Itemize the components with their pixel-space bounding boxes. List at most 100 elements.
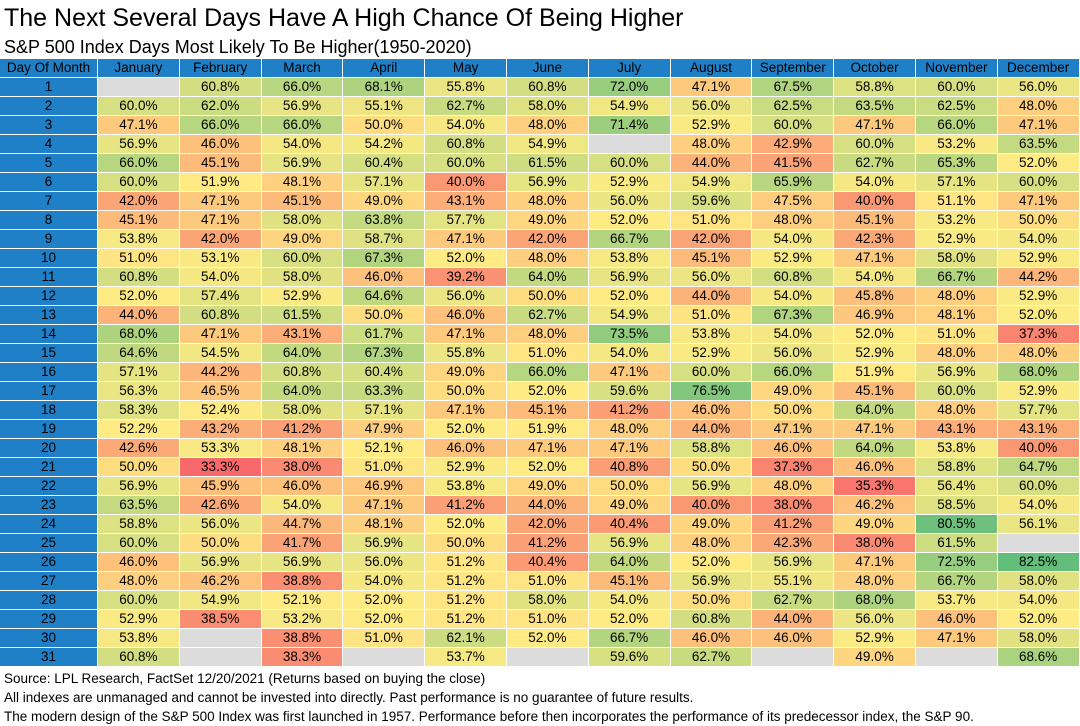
day-label-14: 14 <box>0 325 98 344</box>
heatmap-cell-august-24: 49.0% <box>670 515 753 534</box>
heatmap-cell-september-15: 56.0% <box>752 344 835 363</box>
heatmap-cell-october-10: 47.1% <box>834 249 916 268</box>
day-label-22: 22 <box>0 477 98 496</box>
heatmap-cell-july-9: 66.7% <box>588 230 671 249</box>
heatmap-cell-may-1: 55.8% <box>425 78 507 97</box>
heatmap-cell-march-20: 48.1% <box>261 439 344 458</box>
heatmap-cell-december-24: 56.1% <box>997 515 1080 534</box>
heatmap-cell-september-17: 49.0% <box>752 382 835 401</box>
heatmap-cell-december-20: 40.0% <box>997 439 1080 458</box>
heatmap-cell-march-6: 48.1% <box>261 173 344 192</box>
heatmap-cell-january-15: 64.6% <box>98 344 180 363</box>
heatmap-cell-october-19: 47.1% <box>834 420 916 439</box>
heatmap-cell-december-22: 60.0% <box>997 477 1080 496</box>
heatmap-cell-october-14: 52.0% <box>834 325 916 344</box>
heatmap-cell-february-26: 56.9% <box>179 553 262 572</box>
heatmap-cell-july-5: 60.0% <box>588 154 671 173</box>
day-label-4: 4 <box>0 135 98 154</box>
heatmap-cell-january-22: 56.9% <box>98 477 180 496</box>
heatmap-cell-february-25: 50.0% <box>179 534 262 553</box>
heatmap-cell-august-3: 52.9% <box>670 116 753 135</box>
heatmap-cell-november-18: 48.0% <box>915 401 998 420</box>
heatmap-cell-june-24: 42.0% <box>506 515 589 534</box>
heatmap-cell-december-26: 82.5% <box>997 553 1080 572</box>
heatmap-cell-july-27: 45.1% <box>588 572 671 591</box>
heatmap-cell-june-12: 50.0% <box>506 287 589 306</box>
heatmap-cell-december-23: 54.0% <box>997 496 1080 515</box>
heatmap-cell-may-23: 41.2% <box>425 496 507 515</box>
heatmap-cell-february-8: 47.1% <box>179 211 262 230</box>
heatmap-cell-october-11: 54.0% <box>834 268 916 287</box>
heatmap-cell-march-24: 44.7% <box>261 515 344 534</box>
heatmap-cell-june-4: 54.9% <box>506 135 589 154</box>
chart-subtitle: S&P 500 Index Days Most Likely To Be Hig… <box>4 37 472 57</box>
heatmap-cell-may-13: 46.0% <box>425 306 507 325</box>
heatmap-cell-december-17: 52.9% <box>997 382 1080 401</box>
heatmap-cell-august-14: 53.8% <box>670 325 753 344</box>
heatmap-cell-april-25: 56.9% <box>343 534 426 553</box>
heatmap-cell-december-6: 60.0% <box>997 173 1080 192</box>
day-label-12: 12 <box>0 287 98 306</box>
heatmap-cell-september-4: 42.9% <box>752 135 835 154</box>
heatmap-cell-may-17: 50.0% <box>425 382 507 401</box>
heatmap-cell-october-23: 46.2% <box>834 496 916 515</box>
heatmap-cell-july-30: 66.7% <box>588 629 671 648</box>
heatmap-cell-september-26: 56.9% <box>752 553 835 572</box>
heatmap-cell-august-26: 52.0% <box>670 553 753 572</box>
heatmap-cell-january-16: 57.1% <box>98 363 180 382</box>
day-label-10: 10 <box>0 249 98 268</box>
day-label-3: 3 <box>0 116 98 135</box>
heatmap-cell-march-9: 49.0% <box>261 230 344 249</box>
heatmap-cell-september-27: 55.1% <box>752 572 835 591</box>
heatmap-cell-april-12: 64.6% <box>343 287 426 306</box>
heatmap-cell-july-24: 40.4% <box>588 515 671 534</box>
heatmap-cell-june-3: 48.0% <box>506 116 589 135</box>
heatmap-cell-january-19: 52.2% <box>98 420 180 439</box>
heatmap-cell-july-2: 54.9% <box>588 97 671 116</box>
heatmap-cell-october-30: 52.9% <box>834 629 916 648</box>
heatmap-cell-october-6: 54.0% <box>834 173 916 192</box>
heatmap-cell-february-24: 56.0% <box>179 515 262 534</box>
heatmap-cell-december-10: 52.9% <box>997 249 1080 268</box>
heatmap-cell-august-6: 54.9% <box>670 173 753 192</box>
heatmap-cell-may-15: 55.8% <box>425 344 507 363</box>
heatmap-cell-april-28: 52.0% <box>343 591 426 610</box>
heatmap-cell-december-16: 68.0% <box>997 363 1080 382</box>
heatmap-cell-january-17: 56.3% <box>98 382 180 401</box>
heatmap-cell-december-3: 47.1% <box>997 116 1080 135</box>
heatmap-cell-january-18: 58.3% <box>98 401 180 420</box>
heatmap-cell-april-11: 46.0% <box>343 268 426 287</box>
heatmap-cell-april-6: 57.1% <box>343 173 426 192</box>
heatmap-cell-june-15: 51.0% <box>506 344 589 363</box>
heatmap-cell-may-22: 53.8% <box>425 477 507 496</box>
heatmap-cell-january-26: 46.0% <box>98 553 180 572</box>
heatmap-cell-february-23: 42.6% <box>179 496 262 515</box>
heatmap-cell-january-10: 51.0% <box>98 249 180 268</box>
heatmap-cell-february-11: 54.0% <box>179 268 262 287</box>
heatmap-cell-may-28: 51.2% <box>425 591 507 610</box>
heatmap-cell-november-21: 58.8% <box>915 458 998 477</box>
heatmap-cell-february-13: 60.8% <box>179 306 262 325</box>
heatmap-cell-september-5: 41.5% <box>752 154 835 173</box>
heatmap-cell-october-20: 64.0% <box>834 439 916 458</box>
heatmap-cell-may-30: 62.1% <box>425 629 507 648</box>
heatmap-cell-october-28: 68.0% <box>834 591 916 610</box>
heatmap-cell-september-3: 60.0% <box>752 116 835 135</box>
heatmap-cell-january-28: 60.0% <box>98 591 180 610</box>
heatmap-cell-july-20: 47.1% <box>588 439 671 458</box>
heatmap-cell-september-28: 62.7% <box>752 591 835 610</box>
heatmap-cell-september-12: 54.0% <box>752 287 835 306</box>
heatmap-cell-august-18: 46.0% <box>670 401 753 420</box>
heatmap-cell-october-3: 47.1% <box>834 116 916 135</box>
heatmap-cell-january-8: 45.1% <box>98 211 180 230</box>
heatmap-cell-september-23: 38.0% <box>752 496 835 515</box>
heatmap-cell-may-14: 47.1% <box>425 325 507 344</box>
heatmap-cell-may-12: 56.0% <box>425 287 507 306</box>
heatmap-cell-february-9: 42.0% <box>179 230 262 249</box>
day-label-7: 7 <box>0 192 98 211</box>
heatmap-cell-august-11: 56.0% <box>670 268 753 287</box>
heatmap-cell-june-9: 42.0% <box>506 230 589 249</box>
day-label-6: 6 <box>0 173 98 192</box>
footer-disclaimer: All indexes are unmanaged and cannot be … <box>4 690 694 705</box>
heatmap-cell-july-18: 41.2% <box>588 401 671 420</box>
